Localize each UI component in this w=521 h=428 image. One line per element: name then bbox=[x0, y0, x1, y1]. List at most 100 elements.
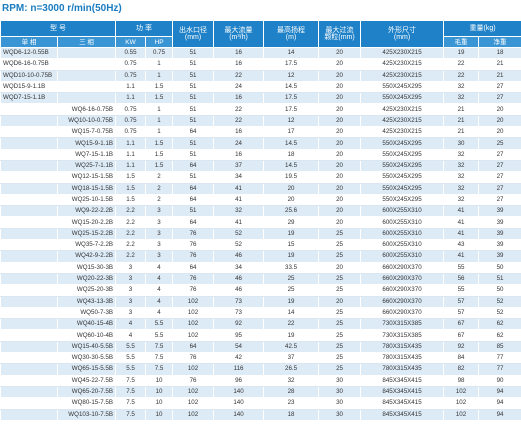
spec-cell: 20 bbox=[318, 193, 362, 207]
spec-cell: 20 bbox=[318, 126, 362, 139]
spec-cell: 28 bbox=[263, 385, 320, 399]
table-row: WQ6-16-0.75B 0.75 1 51 22 17.5 20 425X230X215 21… bbox=[0, 103, 521, 116]
spec-cell: 140 bbox=[213, 397, 265, 410]
spec-cell: 4 bbox=[115, 329, 147, 342]
spec-cell: 102 bbox=[172, 329, 215, 342]
spec-cell: 2.2 bbox=[115, 239, 147, 252]
spec-cell: 1 bbox=[145, 69, 174, 82]
spec-cell: 3 bbox=[145, 216, 174, 229]
spec-cell: 22 bbox=[213, 114, 265, 128]
spec-cell: 1.5 bbox=[145, 148, 174, 161]
spec-cell: 0.55 bbox=[115, 46, 147, 60]
model-cell: WQ25-20-3B bbox=[56, 284, 117, 297]
model-cell bbox=[0, 114, 58, 128]
spec-cell: 22 bbox=[443, 58, 480, 71]
spec-cell: 1.5 bbox=[115, 193, 147, 207]
model-cell: WQ30-30-5.5B bbox=[56, 352, 117, 365]
spec-cell: 20 bbox=[318, 216, 362, 229]
spec-cell: 73 bbox=[213, 306, 265, 320]
spec-cell: 660X290X370 bbox=[360, 295, 445, 308]
table-row: WQ9-22-2.2B 2.2 3 51 32 25.6 20 600X255X310 41 39 bbox=[0, 205, 521, 218]
spec-cell: 21 bbox=[478, 69, 521, 82]
spec-cell: 64 bbox=[172, 126, 215, 139]
spec-cell: 0.75 bbox=[115, 103, 147, 116]
spec-cell: 1 bbox=[145, 126, 174, 139]
spec-cell: 42.5 bbox=[263, 340, 320, 354]
spec-cell: 19 bbox=[263, 227, 320, 241]
spec-cell: 57 bbox=[443, 306, 480, 320]
spec-cell: 7.5 bbox=[115, 397, 147, 410]
spec-cell: 845X345X415 bbox=[360, 374, 445, 387]
spec-cell: 46 bbox=[213, 272, 265, 286]
spec-cell: 3 bbox=[145, 239, 174, 252]
spec-cell: 51 bbox=[172, 148, 215, 161]
spec-cell: 102 bbox=[172, 306, 215, 320]
spec-cell: 1.5 bbox=[145, 80, 174, 94]
header-text: (m) bbox=[285, 34, 297, 41]
spec-cell: 94 bbox=[478, 408, 521, 421]
spec-cell: 19 bbox=[263, 295, 320, 308]
spec-cell: 425X230X215 bbox=[360, 103, 445, 116]
model-cell bbox=[0, 216, 58, 229]
model-cell bbox=[0, 272, 58, 286]
model-cell bbox=[56, 58, 117, 71]
header-text: (m³/h) bbox=[229, 34, 248, 41]
spec-cell: 12 bbox=[263, 69, 320, 82]
spec-cell: 600X255X310 bbox=[360, 216, 445, 229]
header-text: 最大流量 bbox=[224, 27, 253, 34]
model-cell bbox=[0, 159, 58, 173]
spec-cell: 52 bbox=[478, 295, 521, 308]
spec-cell: 425X230X215 bbox=[360, 126, 445, 139]
header-text: (mm) bbox=[184, 34, 202, 41]
spec-cell: 41 bbox=[443, 205, 480, 218]
spec-cell: 3 bbox=[145, 250, 174, 263]
spec-cell: 25 bbox=[318, 250, 362, 263]
model-cell: WQ65-20-7.5B bbox=[56, 385, 117, 399]
table-row: WQD15-9-1.1B 1.1 1.5 51 24 14.5 20 550X245X295 3… bbox=[0, 80, 521, 94]
model-cell: WQ15-9-1.1B bbox=[56, 137, 117, 150]
header-cell: 最大过流 颗粒(mm) bbox=[318, 20, 362, 48]
spec-cell: 7.5 bbox=[115, 408, 147, 421]
spec-cell: 32 bbox=[443, 80, 480, 94]
model-cell: WQ10-10-0.75B bbox=[56, 114, 117, 128]
spec-cell: 3 bbox=[115, 261, 147, 274]
spec-cell: 0.75 bbox=[115, 114, 147, 128]
spec-cell: 32 bbox=[443, 148, 480, 161]
spec-cell: 51 bbox=[172, 205, 215, 218]
spec-cell: 22 bbox=[213, 69, 265, 82]
model-cell bbox=[56, 92, 117, 105]
spec-cell: 25 bbox=[263, 284, 320, 297]
spec-cell: 30 bbox=[318, 385, 362, 399]
spec-cell: 27 bbox=[478, 148, 521, 161]
spec-cell: 94 bbox=[478, 397, 521, 410]
model-cell bbox=[0, 261, 58, 274]
spec-cell: 16 bbox=[213, 148, 265, 161]
table-row: WQ43-13-3B 3 4 102 73 19 20 660X290X370 57 52 bbox=[0, 295, 521, 308]
spec-cell: 25 bbox=[478, 137, 521, 150]
spec-cell: 39 bbox=[478, 239, 521, 252]
table-row: WQD6-16-0.75B 0.75 1 51 16 17.5 20 425X230X215 2… bbox=[0, 58, 521, 71]
spec-cell: 14 bbox=[263, 306, 320, 320]
table-row: WQD7-15-1.1B 1.1 1.5 51 16 17.5 20 550X245X295 3… bbox=[0, 92, 521, 105]
spec-cell: 14.5 bbox=[263, 80, 320, 94]
model-cell bbox=[0, 352, 58, 365]
table-row: WQ12-15-1.5B 1.5 2 51 34 19.5 20 550X245X295 32 2… bbox=[0, 171, 521, 184]
spec-cell: 76 bbox=[172, 250, 215, 263]
spec-cell: 550X245X295 bbox=[360, 182, 445, 195]
table-row: WQ25-10-1.5B 1.5 2 64 41 20 20 550X245X295 32 27 bbox=[0, 193, 521, 207]
spec-cell: 140 bbox=[213, 408, 265, 421]
model-cell: WQ43-13-3B bbox=[56, 295, 117, 308]
spec-cell: 20 bbox=[318, 46, 362, 60]
spec-cell: 1 bbox=[145, 114, 174, 128]
model-cell bbox=[56, 69, 117, 82]
spec-cell: 3 bbox=[145, 227, 174, 241]
spec-cell: 52 bbox=[213, 239, 265, 252]
spec-cell: 92 bbox=[213, 318, 265, 331]
model-cell bbox=[56, 46, 117, 60]
header-cell: 三 相 bbox=[56, 36, 117, 48]
spec-cell: 2 bbox=[145, 193, 174, 207]
table-row: WQ80-15-7.5B 7.5 10 102 140 23 30 845X345X415 10… bbox=[0, 397, 521, 410]
spec-cell: 600X255X310 bbox=[360, 239, 445, 252]
spec-cell: 7.5 bbox=[115, 374, 147, 387]
spec-cell: 15 bbox=[263, 239, 320, 252]
